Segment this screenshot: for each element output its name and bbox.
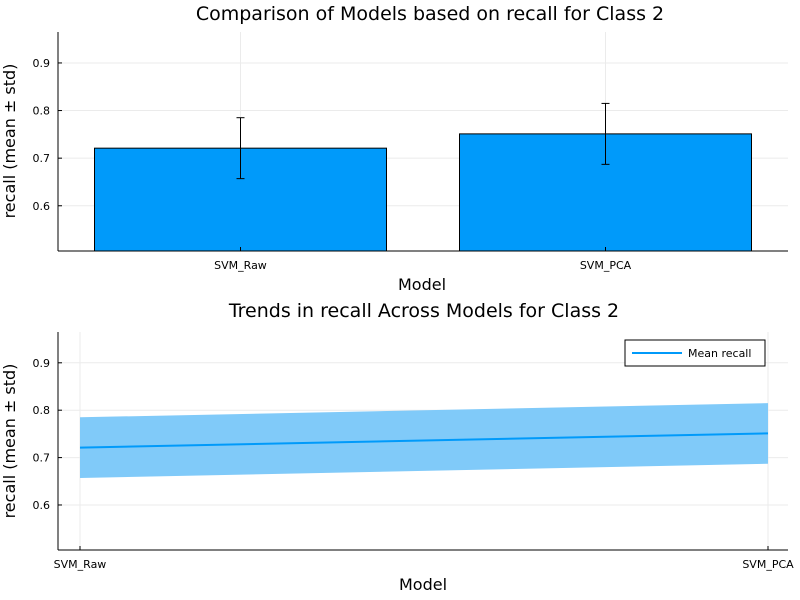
x-tick-label: SVM_Raw [214,259,267,272]
x-tick-label: SVM_PCA [580,259,632,272]
x-tick-label: SVM_PCA [742,558,794,571]
line-chart-y-ticks: 0.6 0.7 0.8 0.9 [33,357,62,512]
mean-recall-line [79,432,769,449]
error-bar-SVM_PCA [601,102,610,165]
bar-chart-error-bars [236,102,610,180]
line-chart-title: Trends in recall Across Models for Class… [228,300,619,322]
y-tick-label: 0.9 [33,357,51,370]
error-bar-SVM_Raw [236,117,245,180]
line-chart-x-ticks: SVM_Raw SVM_PCA [54,546,794,571]
bar-chart-y-label: recall (mean ± std) [0,64,19,219]
bar-chart-bars [94,133,752,252]
line-chart-y-label: recall (mean ± std) [0,364,19,519]
y-tick-label: 0.8 [33,404,51,417]
bar-chart-y-ticks: 0.6 0.7 0.8 0.9 [33,57,62,213]
y-tick-label: 0.7 [33,152,51,165]
line-chart-x-label: Model [399,575,447,594]
line-chart: Trends in recall Across Models for Class… [0,300,794,594]
y-tick-label: 0.7 [33,452,51,465]
bar-chart-x-label: Model [398,275,446,294]
line-chart-series [79,432,769,449]
bar-chart-axes [57,32,788,252]
y-tick-label: 0.6 [33,499,51,512]
y-tick-label: 0.8 [33,105,51,118]
y-tick-label: 0.9 [33,57,51,70]
bar-chart-title: Comparison of Models based on recall for… [196,3,664,25]
x-tick-label: SVM_Raw [54,558,107,571]
line-chart-axes [57,332,788,551]
bar-chart: Comparison of Models based on recall for… [0,3,788,294]
y-tick-label: 0.6 [33,200,51,213]
line-chart-legend: Mean recall [624,339,766,367]
bar-chart-x-ticks: SVM_Raw SVM_PCA [214,247,632,272]
legend-entry-label: Mean recall [688,347,751,360]
